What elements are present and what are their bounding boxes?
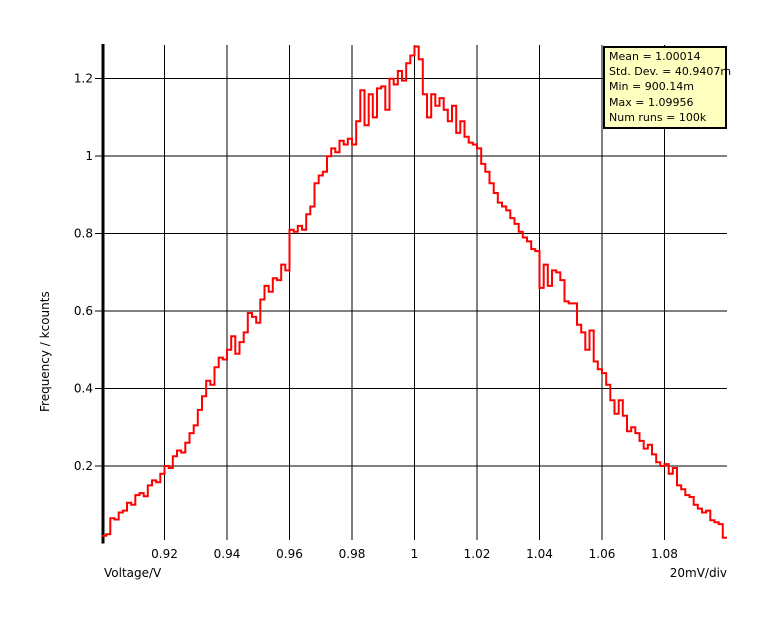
- legend-line-std-dev: Std. Dev. = 40.9407m: [609, 65, 732, 79]
- x-tick-label: 1.02: [464, 547, 491, 561]
- x-tick-label: 0.98: [339, 547, 366, 561]
- legend-line-num-runs: Num runs = 100k: [609, 110, 707, 124]
- x-tick-label: 0.92: [151, 547, 178, 561]
- y-tick-label: 0.4: [74, 382, 93, 396]
- x-tick-label: 0.96: [276, 547, 303, 561]
- legend-box: Mean = 1.00014 Std. Dev. = 40.9407m Min …: [603, 46, 732, 129]
- y-tick-label: 1.2: [74, 72, 93, 86]
- x-tick-label: 1.08: [651, 547, 678, 561]
- x-tick-label: 1: [411, 547, 419, 561]
- y-tick-label: 0.8: [74, 227, 93, 241]
- x-scale-note: 20mV/div: [669, 566, 727, 580]
- histogram-trace: [102, 45, 727, 539]
- legend-line-min: Min = 900.14m: [609, 80, 694, 94]
- y-tick-label: 0.6: [74, 304, 93, 318]
- legend-line-mean: Mean = 1.00014: [609, 50, 701, 63]
- legend-line-max: Max = 1.09956: [609, 95, 694, 109]
- y-tick-label: 1: [85, 149, 93, 163]
- x-tick-label: 1.06: [589, 547, 616, 561]
- y-tick-label: 0.2: [74, 459, 93, 473]
- x-axis-label: Voltage/V: [104, 566, 162, 580]
- x-tick-label: 1.04: [526, 547, 553, 561]
- x-tick-label: 0.94: [214, 547, 241, 561]
- y-axis-label: Frequency / kcounts: [38, 291, 52, 412]
